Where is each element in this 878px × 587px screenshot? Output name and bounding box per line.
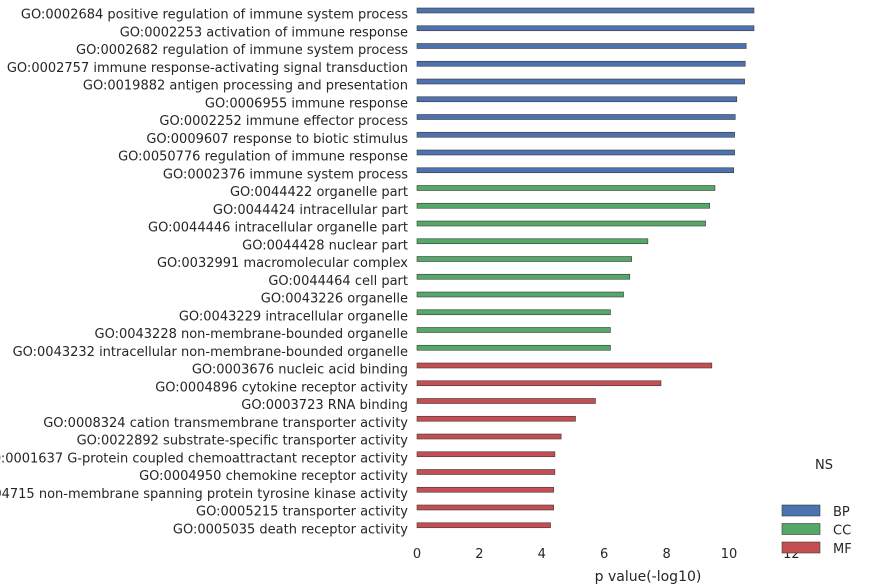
category-label-11: GO:0044422 organelle part: [230, 185, 408, 200]
bar-30: [416, 522, 551, 529]
bar-4: [416, 60, 746, 67]
bar-26: [416, 451, 556, 458]
category-labels: GO:0002684 positive regulation of immune…: [0, 8, 408, 538]
category-label-3: GO:0002682 regulation of immune system p…: [76, 43, 408, 58]
bar-7: [416, 114, 736, 120]
bar-10: [416, 167, 734, 174]
category-label-5: GO:0019882 antigen processing and presen…: [83, 79, 408, 94]
x-tick-label-8: 8: [662, 547, 670, 562]
bar-6: [416, 96, 738, 103]
category-label-24: GO:0008324 cation transmembrane transpor…: [43, 416, 408, 431]
category-label-12: GO:0044424 intracellular part: [213, 203, 408, 218]
legend-label-cc: CC: [833, 524, 851, 539]
category-label-27: GO:0004950 chemokine receptor activity: [139, 469, 408, 484]
x-axis-label: p value(-log10): [595, 569, 702, 585]
bar-20: [416, 344, 611, 351]
bar-19: [416, 327, 611, 333]
bars: [416, 7, 755, 529]
category-label-22: GO:0004896 cytokine receptor activity: [155, 380, 408, 395]
category-label-4: GO:0002757 immune response-activating si…: [7, 61, 408, 76]
bar-9: [416, 149, 735, 156]
category-label-23: GO:0003723 RNA binding: [241, 398, 408, 413]
x-tick-label-2: 2: [475, 547, 483, 562]
bar-1: [416, 7, 755, 14]
bar-5: [416, 78, 745, 85]
bar-8: [416, 131, 735, 138]
category-label-21: GO:0003676 nucleic acid binding: [192, 363, 408, 378]
category-label-26: GO:0001637 G-protein coupled chemoattrac…: [0, 451, 408, 466]
x-tick-label-6: 6: [600, 547, 608, 562]
bar-12: [416, 202, 710, 209]
bar-27: [416, 469, 556, 475]
bar-11: [416, 185, 716, 191]
category-label-20: GO:0043232 intracellular non-membrane-bo…: [13, 345, 408, 360]
bar-13: [416, 220, 706, 227]
legend-swatch-mf: [781, 541, 821, 554]
bar-16: [416, 273, 631, 280]
legend-swatch-bp: [781, 504, 821, 517]
bar-28: [416, 486, 554, 493]
bar-29: [416, 504, 554, 511]
category-label-15: GO:0032991 macromolecular complex: [157, 256, 408, 271]
legend-label-bp: BP: [833, 505, 850, 520]
category-label-6: GO:0006955 immune response: [205, 96, 408, 111]
category-label-1: GO:0002684 positive regulation of immune…: [21, 8, 408, 23]
x-tick-label-0: 0: [413, 547, 421, 562]
bar-3: [416, 43, 747, 49]
category-label-7: GO:0002252 immune effector process: [159, 114, 408, 129]
category-label-16: GO:0044464 cell part: [268, 274, 408, 289]
bar-21: [416, 362, 713, 369]
bar-23: [416, 398, 596, 404]
category-label-9: GO:0050776 regulation of immune response: [118, 150, 408, 165]
bar-15: [416, 256, 632, 262]
bar-22: [416, 380, 662, 387]
bar-14: [416, 238, 649, 245]
legend-title: NS: [815, 458, 833, 473]
bar-18: [416, 309, 611, 316]
category-label-29: GO:0005215 transporter activity: [196, 505, 408, 520]
legend-label-mf: MF: [833, 542, 852, 557]
bar-24: [416, 415, 576, 422]
category-label-13: GO:0044446 intracellular organelle part: [148, 221, 408, 236]
bar-17: [416, 291, 624, 298]
category-label-17: GO:0043226 organelle: [261, 292, 408, 307]
category-label-8: GO:0009607 response to biotic stimulus: [146, 132, 408, 147]
category-label-28: GO:0004715 non-membrane spanning protein…: [0, 487, 408, 502]
category-label-18: GO:0043229 intracellular organelle: [179, 309, 408, 324]
legend: NS BP CC MF: [781, 458, 852, 557]
legend-swatch-cc: [781, 523, 821, 535]
category-label-10: GO:0002376 immune system process: [163, 167, 408, 182]
category-label-25: GO:0022892 substrate-specific transporte…: [77, 434, 409, 449]
x-axis: 0 2 4 6 8 10 12: [413, 547, 800, 562]
category-label-2: GO:0002253 activation of immune response: [120, 25, 408, 40]
bar-25: [416, 433, 562, 440]
category-label-19: GO:0043228 non-membrane-bounded organell…: [95, 327, 409, 342]
bar-2: [416, 25, 755, 32]
category-label-14: GO:0044428 nuclear part: [242, 238, 408, 253]
x-tick-label-10: 10: [721, 547, 738, 562]
category-label-30: GO:0005035 death receptor activity: [173, 522, 408, 537]
x-tick-label-4: 4: [538, 547, 546, 562]
